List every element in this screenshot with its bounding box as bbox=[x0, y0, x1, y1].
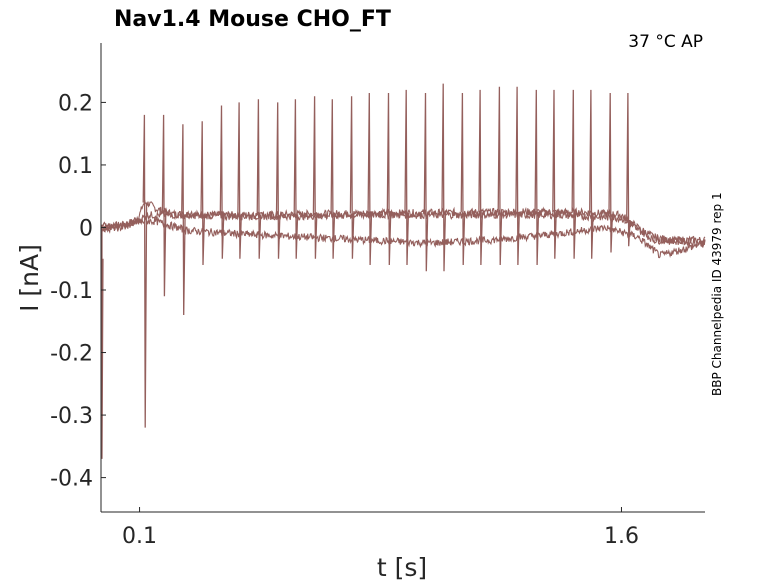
initial-transient-mark bbox=[101, 227, 104, 459]
spike-mark bbox=[626, 92, 631, 247]
spike-mark bbox=[219, 105, 225, 259]
spike-mark bbox=[330, 99, 336, 259]
spike-mark bbox=[497, 86, 503, 266]
channelpedia-id-label: BBP Channelpedia ID 43979 rep 1 bbox=[710, 192, 724, 396]
y-tick-label: -0.1 bbox=[50, 279, 93, 304]
y-tick-label: -0.4 bbox=[50, 467, 93, 492]
spike-mark bbox=[237, 102, 242, 259]
spike-mark bbox=[534, 89, 540, 266]
condition-annotation: 37 °C AP bbox=[628, 32, 703, 52]
x-tick-label: 0.1 bbox=[122, 524, 157, 549]
spike-mark bbox=[608, 92, 614, 253]
y-tick-group: 0.2 0.1 0 -0.1 -0.2 -0.3 -0.4 bbox=[50, 91, 106, 492]
spike-mark bbox=[293, 99, 299, 259]
spike-mark bbox=[571, 89, 577, 259]
spike-mark bbox=[181, 124, 186, 316]
y-tick-label: 0.1 bbox=[58, 154, 93, 179]
trace-line bbox=[100, 209, 706, 249]
x-axis-label: t [s] bbox=[377, 553, 427, 582]
trace-line bbox=[100, 199, 706, 246]
spike-mark bbox=[142, 114, 148, 428]
spike-mark bbox=[460, 92, 466, 266]
y-tick-label: 0 bbox=[79, 216, 93, 241]
y-tick-label: -0.2 bbox=[50, 342, 93, 367]
spike-mark bbox=[161, 114, 167, 297]
spike-mark bbox=[200, 121, 206, 266]
spike-mark bbox=[423, 92, 429, 272]
spike-mark bbox=[589, 89, 594, 259]
spike-mark bbox=[312, 96, 318, 259]
trace-group bbox=[100, 83, 706, 459]
y-axis-label: I [nA] bbox=[15, 244, 44, 312]
trace-line bbox=[100, 216, 706, 259]
spike-mark bbox=[349, 96, 355, 259]
x-tick-label: 1.6 bbox=[604, 524, 639, 549]
x-tick-group: 0.1 1.6 bbox=[122, 507, 639, 549]
spike-mark bbox=[404, 89, 410, 266]
y-tick-label: 0.2 bbox=[58, 91, 93, 116]
chart-title: Nav1.4 Mouse CHO_FT bbox=[114, 7, 391, 32]
y-tick-label: -0.3 bbox=[50, 404, 93, 429]
